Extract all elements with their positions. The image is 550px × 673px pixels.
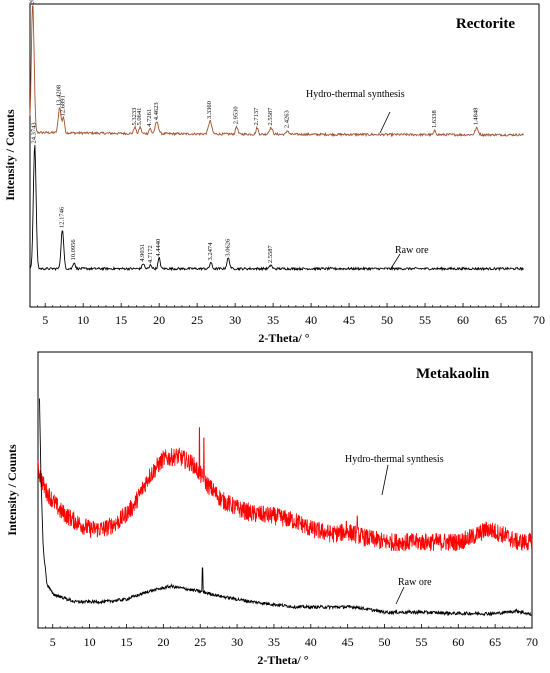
x-tick-label: 45 [342,635,354,649]
x-tick-label: 50 [381,313,393,327]
rectorite-panel: Rectorite Intensity / Counts 2-Theta/ ° … [3,0,545,345]
x-tick-label: 55 [419,313,431,327]
top-raw-leader [389,253,401,271]
peak-label: 2.9530 [233,106,240,124]
x-tick-label: 70 [533,313,545,327]
peak-label: 26.7583 [29,0,36,5]
x-tick-label: 20 [157,635,169,649]
x-tick-label: 15 [115,313,127,327]
top-title: Rectorite [456,16,515,32]
top-x-axis-label: 2-Theta/ ° [258,331,309,345]
x-tick-label: 60 [457,313,469,327]
bottom-legend-hydro: Hydro-thermal synthesis [345,454,444,465]
peak-label: 12.6891 [59,95,66,116]
peak-label: 3.0626 [224,238,231,257]
top-series-line-1 [29,145,524,272]
x-tick-label: 55 [415,635,427,649]
bottom-legend-raw: Raw ore [398,577,432,588]
top-x-ticks: 5 10 15 20 25 30 35 40 45 50 55 60 65 70 [29,303,545,327]
peak-label: 4.4440 [155,239,162,257]
peak-label: 13.4208 [56,85,63,106]
bottom-series-group [37,398,533,617]
peak-label: 4.4623 [153,102,160,120]
x-tick-label: 35 [267,313,279,327]
bottom-series-line-0 [37,427,533,552]
top-legend-hydro: Hydro-thermal synthesis [306,89,405,100]
bottom-y-axis-label: Intensity / Counts [5,444,19,536]
top-plot-frame [29,3,540,308]
x-tick-label: 60 [452,635,464,649]
peak-label: 2.5587 [267,107,274,126]
bottom-x-axis-label: 2-Theta/ ° [257,653,308,667]
top-series-line-0 [29,5,524,138]
x-tick-label: 15 [120,635,132,649]
bottom-plot-frame [37,351,533,629]
x-tick-label: 35 [268,635,280,649]
peak-label: 12.1746 [58,206,65,228]
bottom-title: Metakaolin [416,366,490,382]
x-tick-label: 10 [77,313,89,327]
peak-label: 24.3743 [31,122,38,143]
x-tick-label: 10 [84,635,96,649]
peak-label: 2.5587 [267,244,274,263]
x-tick-label: 25 [191,313,203,327]
x-tick-label: 30 [229,313,241,327]
peak-label: 1.4848 [473,108,480,126]
peak-label: 5.3233 [131,108,138,126]
x-tick-label: 45 [343,313,355,327]
peak-label: 5.0641 [136,108,143,126]
x-tick-label: 30 [231,635,243,649]
metakaolin-panel: Metakaolin Intensity / Counts 2-Theta/ °… [5,351,538,667]
x-tick-label: 70 [526,635,538,649]
x-tick-label: 40 [305,635,317,649]
top-legend-raw: Raw ore [395,245,429,256]
peak-label: 2.4263 [284,110,291,128]
x-tick-label: 20 [153,313,165,327]
peak-label: 2.7137 [253,107,260,126]
x-tick-label: 5 [42,313,48,327]
x-tick-label: 25 [194,635,206,649]
bottom-x-ticks: 5 10 15 20 25 30 35 40 45 50 55 60 65 70 [37,624,538,649]
bottom-raw-leader [395,586,405,605]
peak-label: 3.3360 [206,101,213,119]
x-tick-label: 5 [50,635,56,649]
x-tick-label: 40 [305,313,317,327]
top-synth-leader [379,111,391,134]
bottom-synth-leader [381,464,389,496]
peak-label: 4.7261 [146,109,153,127]
peak-label: 3.2474 [207,242,214,261]
x-tick-label: 65 [495,313,507,327]
top-y-axis-label: Intensity / Counts [3,109,17,201]
x-tick-label: 65 [489,635,501,649]
peak-label: 10.0956 [70,239,77,261]
peak-label: 4.7172 [147,245,154,263]
bottom-series-line-1 [39,398,532,617]
peak-label: 1.6338 [431,110,438,128]
x-tick-label: 50 [379,635,391,649]
top-peak-labels: 26.758313.420812.68915.32335.06414.72614… [29,0,480,263]
top-series-group [29,5,524,272]
peak-label: 4.9031 [139,244,146,262]
